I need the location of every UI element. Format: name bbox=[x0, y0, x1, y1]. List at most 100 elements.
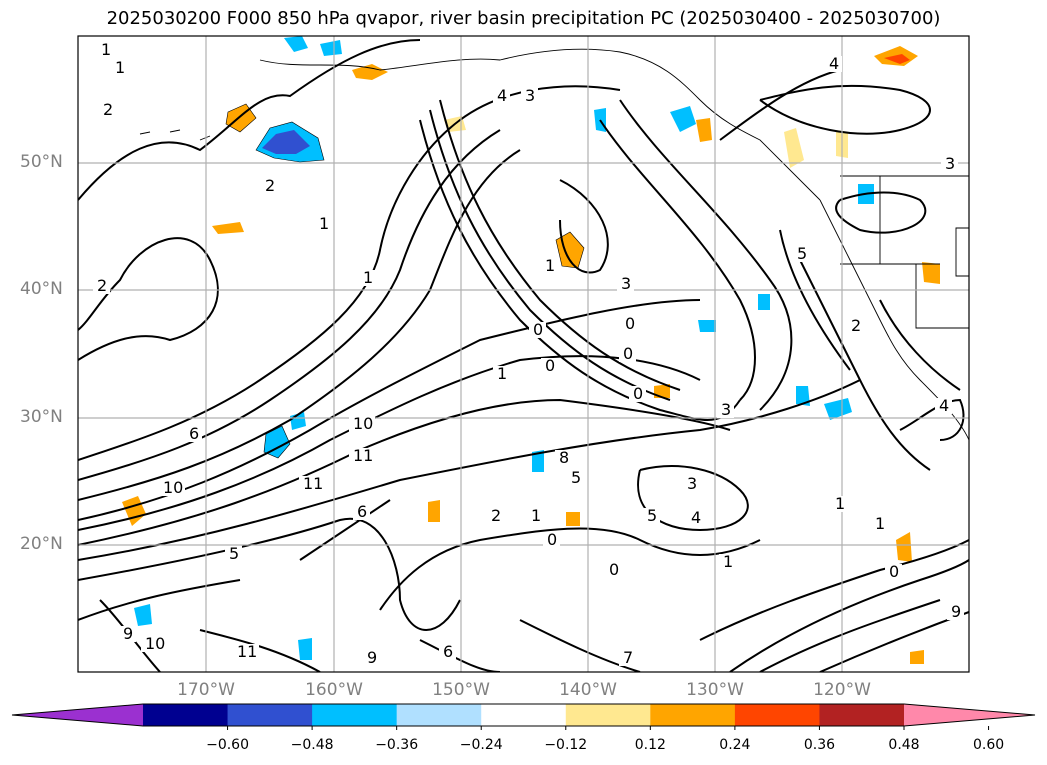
contour-label: 11 bbox=[303, 474, 323, 493]
contour-label-bg bbox=[793, 246, 810, 262]
colorbar-extend-high bbox=[904, 704, 1035, 726]
colorbar-box bbox=[819, 704, 905, 726]
contour-label-bg bbox=[619, 346, 636, 362]
contour-label: 11 bbox=[353, 446, 373, 465]
contour-label-bg bbox=[527, 508, 544, 524]
contour-label: 1 bbox=[497, 364, 507, 383]
contour-label: 0 bbox=[623, 344, 633, 363]
contour-label-bg bbox=[847, 318, 864, 334]
contour-label: 0 bbox=[609, 560, 619, 579]
lon-label-140w: 140°W bbox=[559, 680, 617, 700]
contour-label: 6 bbox=[189, 424, 199, 443]
lon-label-120w: 120°W bbox=[813, 680, 871, 700]
colorbar-box bbox=[396, 704, 482, 726]
contour-label: 1 bbox=[531, 506, 541, 525]
contour-label-bg bbox=[99, 102, 116, 118]
grid-lines bbox=[78, 36, 969, 672]
coastlines bbox=[139, 48, 969, 441]
colorbar-tick-label: 0.48 bbox=[888, 737, 920, 753]
contour-label-bg bbox=[885, 564, 902, 580]
contour-label-bg bbox=[717, 402, 734, 418]
contour-label-bg bbox=[643, 508, 660, 524]
contour-label: 4 bbox=[829, 54, 839, 73]
colorbar-tick-label: −0.60 bbox=[206, 737, 249, 753]
contour-label-bg bbox=[529, 322, 546, 338]
contour-label: 6 bbox=[357, 502, 367, 521]
contour-label: 5 bbox=[647, 506, 657, 525]
contour-label-bg bbox=[619, 650, 636, 666]
contour-label: 4 bbox=[939, 396, 949, 415]
contour-label-bg bbox=[941, 156, 958, 172]
contour-label: 2 bbox=[265, 176, 275, 195]
contour-label: 3 bbox=[621, 274, 631, 293]
colorbar-box bbox=[312, 704, 398, 726]
map-frame bbox=[77, 35, 970, 673]
contour-label-bg bbox=[871, 516, 888, 532]
contour-label: 2 bbox=[97, 276, 107, 295]
contour-label: 6 bbox=[443, 642, 453, 661]
contour-label-bg bbox=[541, 258, 558, 274]
contour-label: 10 bbox=[163, 478, 183, 497]
contour-label-bg bbox=[439, 644, 456, 660]
contour-label-bg bbox=[487, 508, 504, 524]
contour-label: 8 bbox=[559, 448, 569, 467]
contour-label: 3 bbox=[721, 400, 731, 419]
contour-label-bg bbox=[541, 358, 558, 374]
lat-label-30n: 30°N bbox=[20, 407, 63, 427]
contour-label-bg bbox=[831, 496, 848, 512]
colorbar-outline bbox=[11, 703, 1036, 727]
colorbar-tick-label: 0.12 bbox=[634, 737, 666, 753]
contour-label-bg bbox=[185, 426, 202, 442]
contour-label-bg bbox=[947, 604, 964, 620]
contour-label: 4 bbox=[691, 508, 701, 527]
contour-label: 1 bbox=[319, 214, 329, 233]
colorbar-box bbox=[227, 704, 313, 726]
contour-label: 7 bbox=[623, 648, 633, 667]
contour-label: 4 bbox=[497, 86, 507, 105]
contour-label: 2 bbox=[491, 506, 501, 525]
contour-label-bg bbox=[315, 216, 332, 232]
contour-label: 1 bbox=[363, 268, 373, 287]
contour-label: 11 bbox=[237, 642, 257, 661]
contour-label-bg bbox=[683, 476, 700, 492]
contour-label: 1 bbox=[101, 40, 111, 59]
contour-label-bg bbox=[605, 562, 622, 578]
contour-label-bg bbox=[111, 60, 128, 76]
contour-label: 3 bbox=[525, 86, 535, 105]
contour-label-bg bbox=[225, 546, 242, 562]
contour-label-bg bbox=[159, 480, 185, 496]
colorbar-box bbox=[650, 704, 736, 726]
colorbar-tick-label: −0.36 bbox=[375, 737, 419, 753]
colorbar-tick-label: −0.24 bbox=[459, 737, 503, 753]
colorbar-tick-label: 0.24 bbox=[719, 737, 751, 753]
contour-label: 5 bbox=[571, 468, 581, 487]
contour-label-bg bbox=[97, 42, 114, 58]
contour-label-bg bbox=[935, 398, 952, 414]
qvapor-contours bbox=[78, 39, 969, 672]
contour-label: 0 bbox=[545, 356, 555, 375]
colorbar-tick-label: 0.36 bbox=[803, 737, 836, 753]
colorbar-box bbox=[565, 704, 651, 726]
contour-label: 0 bbox=[547, 530, 557, 549]
plot-title: 2025030200 F000 850 hPa qvapor, river ba… bbox=[106, 8, 941, 29]
colorbar-tick-label: 0.60 bbox=[972, 737, 1005, 753]
contour-label-bg bbox=[617, 276, 634, 292]
contour-label-bg bbox=[493, 366, 510, 382]
map-background bbox=[78, 36, 969, 672]
contour-label-bg bbox=[521, 88, 538, 104]
contour-label-bg bbox=[567, 470, 584, 486]
contour-label: 0 bbox=[625, 314, 635, 333]
contour-label-bg bbox=[621, 316, 638, 332]
contour-label-bg bbox=[629, 386, 646, 402]
contour-label-bg bbox=[261, 178, 278, 194]
contour-label: 10 bbox=[145, 634, 165, 653]
contour-label: 1 bbox=[115, 58, 125, 77]
colorbar-box bbox=[143, 704, 229, 726]
contour-label-bg bbox=[555, 450, 572, 466]
contour-label: 3 bbox=[687, 474, 697, 493]
contour-label-bg bbox=[349, 416, 375, 432]
contour-label: 3 bbox=[945, 154, 955, 173]
lon-label-160w: 160°W bbox=[305, 680, 363, 700]
